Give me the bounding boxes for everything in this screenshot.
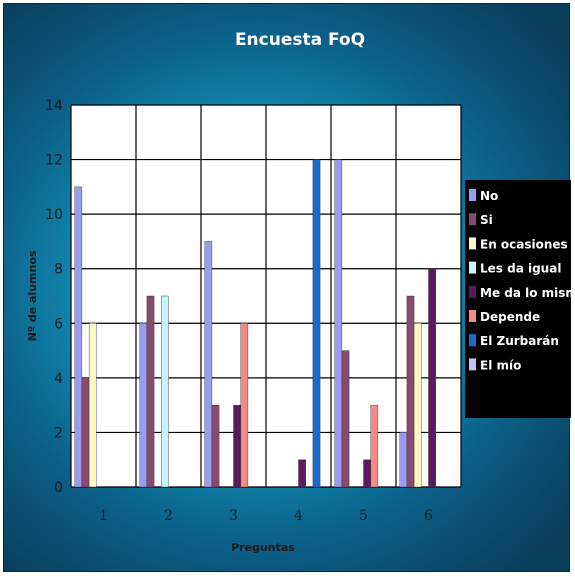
legend-swatch	[469, 213, 476, 226]
legend-swatch	[469, 358, 476, 371]
y-tick-label: 4	[54, 371, 63, 387]
bar-me-da-lo-mismo-q4	[298, 459, 306, 488]
bar-depende-q5	[370, 404, 379, 488]
bar-no-q2	[139, 323, 148, 488]
bar-en-ocasiones-q6	[413, 323, 422, 488]
bar-no-q1	[74, 186, 83, 488]
legend-swatch	[469, 237, 476, 250]
legend-swatch	[469, 189, 476, 201]
bar-si-q3	[211, 404, 220, 488]
legend-label: Si	[480, 213, 493, 227]
x-tick-label: 1	[99, 508, 108, 524]
bar-el-zurbar-n-q4	[312, 159, 321, 488]
bar-si-q6	[406, 295, 415, 488]
legend-label: Me da lo mismo	[480, 286, 571, 300]
legend-label: El mío	[480, 358, 521, 372]
bar-no-q3	[204, 241, 213, 488]
bar-me-da-lo-mismo-q3	[233, 404, 241, 488]
bar-no-q5	[334, 159, 343, 488]
legend-swatch	[469, 285, 476, 298]
y-tick-label: 8	[54, 262, 63, 278]
legend-swatch	[469, 261, 476, 274]
legend-box	[465, 180, 571, 418]
bar-les-da-igual-q2	[161, 295, 169, 488]
x-tick-label: 6	[424, 508, 433, 524]
x-tick-labels: 1 2 3 4 5 6	[99, 508, 433, 524]
legend-label: No	[480, 189, 498, 203]
bars	[74, 159, 436, 488]
gridlines	[70, 104, 462, 488]
y-tick-label: 6	[54, 316, 63, 332]
y-tick-labels: 0 2 4 6 8 10 12 14	[45, 98, 63, 496]
bar-depende-q3	[240, 323, 249, 488]
bar-en-ocasiones-q1	[88, 323, 97, 488]
y-axis-label: Nº de alumnos	[26, 250, 39, 341]
legend-swatch	[469, 310, 476, 322]
legend-label: En ocasiones	[480, 237, 568, 251]
bar-me-da-lo-mismo-q6	[428, 268, 436, 488]
y-tick-label: 10	[45, 207, 63, 223]
bar-si-q1	[81, 377, 90, 488]
x-tick-label: 5	[359, 508, 368, 524]
bar-no-q6	[399, 432, 408, 488]
legend-label: Les da igual	[480, 262, 561, 276]
bar-me-da-lo-mismo-q5	[363, 459, 371, 488]
x-tick-label: 2	[164, 508, 173, 524]
y-tick-label: 14	[45, 98, 63, 114]
y-tick-label: 0	[54, 480, 63, 496]
x-tick-label: 3	[229, 508, 238, 524]
chart-title: Encuesta FoQ	[235, 30, 365, 50]
y-tick-label: 12	[45, 153, 63, 169]
legend-label: El Zurbarán	[480, 334, 559, 348]
x-axis-label: Preguntas	[231, 541, 295, 554]
legend-swatch	[469, 334, 476, 347]
y-tick-label: 2	[54, 425, 63, 441]
legend: No Si En ocasiones Les da igual Me da lo mis…	[465, 180, 571, 418]
bar-si-q2	[146, 295, 155, 488]
legend-label: Depende	[480, 310, 540, 324]
x-tick-label: 4	[294, 508, 303, 524]
bar-si-q5	[341, 350, 350, 488]
